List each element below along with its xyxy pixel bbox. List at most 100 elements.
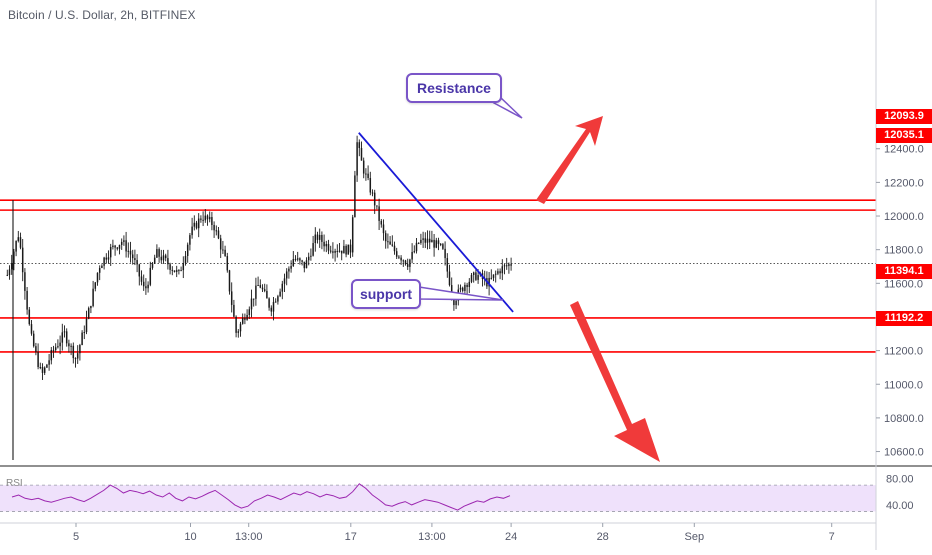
candle-body: [446, 258, 449, 272]
candle-body: [182, 263, 185, 271]
candle-body: [279, 291, 281, 297]
candle-body: [464, 284, 466, 291]
x-tick-label: 10: [184, 531, 196, 543]
candle-body: [303, 261, 306, 269]
candle-body: [340, 250, 343, 254]
candle-body: [72, 345, 75, 359]
candle-body: [217, 230, 220, 239]
candle-body: [96, 272, 99, 283]
candle-body: [248, 309, 251, 315]
candle-body: [114, 245, 116, 248]
candle-body: [120, 241, 123, 245]
candle-body: [497, 271, 499, 274]
candle-body: [193, 222, 196, 227]
x-tick-label: 13:00: [418, 531, 446, 543]
candle-body: [140, 276, 143, 282]
candle-body: [292, 259, 295, 266]
candle-body: [376, 205, 378, 207]
candle-body: [327, 243, 330, 251]
candle-body: [351, 217, 354, 253]
candle-body: [354, 175, 356, 218]
candle-body: [138, 264, 141, 277]
candle-body: [151, 263, 154, 268]
candle-body: [360, 148, 363, 161]
candle-body: [107, 257, 110, 260]
candle-body: [420, 239, 422, 243]
candle-body: [197, 218, 200, 229]
candle-body: [48, 360, 50, 365]
candle-body: [26, 290, 28, 310]
candle-body: [358, 142, 361, 149]
candle-body: [442, 244, 444, 249]
candle-body: [459, 287, 462, 290]
candle-body: [252, 298, 255, 300]
x-tick-label: 17: [345, 531, 357, 543]
candle-body: [439, 243, 442, 245]
candle-body: [59, 342, 61, 347]
candle-body: [158, 249, 160, 257]
candle-body: [494, 273, 497, 275]
candle-body: [362, 160, 365, 174]
x-tick-label: 13:00: [235, 531, 263, 543]
candle-body: [334, 250, 336, 253]
candle-body: [116, 247, 119, 249]
candle-body: [395, 251, 398, 257]
candle-body: [125, 240, 127, 252]
candle-body: [263, 289, 266, 291]
candle-body: [81, 332, 83, 346]
candle-body: [266, 290, 268, 299]
candle-body: [85, 318, 88, 333]
candle-body: [448, 271, 451, 286]
candle-body: [411, 251, 413, 260]
candle-body: [24, 272, 26, 291]
candle-body: [162, 255, 165, 261]
candle-body: [384, 233, 387, 242]
candle-body: [312, 243, 314, 256]
rsi-line: [11, 483, 511, 511]
candle-body: [32, 333, 35, 347]
support-callout[interactable]: support: [351, 279, 421, 309]
candle-body: [153, 257, 156, 264]
candle-body: [175, 270, 178, 272]
candle-body: [142, 281, 145, 287]
up-arrow: [536, 116, 603, 204]
candle-body: [208, 217, 211, 220]
x-tick-label: 24: [505, 531, 517, 543]
candle-body: [301, 260, 303, 262]
candle-body: [237, 331, 240, 333]
candle-body: [224, 249, 226, 257]
candle-body: [501, 266, 504, 274]
x-tick-label: Sep: [685, 531, 705, 543]
candle-body: [417, 242, 420, 244]
candle-body: [274, 301, 277, 303]
candle-body: [92, 288, 94, 306]
candle-body: [310, 255, 312, 257]
candle-body: [171, 269, 174, 271]
candle-body: [206, 215, 209, 220]
candle-body: [204, 215, 207, 221]
candle-body: [39, 367, 42, 369]
candle-body: [349, 244, 352, 253]
resistance-callout[interactable]: Resistance: [406, 73, 502, 103]
y-tick-label: 11600.0: [884, 278, 923, 290]
candle-body: [470, 274, 473, 282]
candle-body: [316, 234, 319, 240]
candle-body: [74, 358, 77, 360]
price-tag: 12035.1: [876, 128, 932, 143]
candle-body: [450, 285, 453, 295]
candle-body: [261, 287, 264, 290]
candle-body: [222, 249, 224, 251]
y-tick-label: 10600.0: [884, 447, 924, 459]
candle-body: [268, 298, 270, 308]
price-tag: 11192.2: [876, 311, 932, 326]
candle-body: [380, 220, 383, 225]
candle-body: [228, 270, 231, 292]
candle-body: [338, 250, 341, 252]
candle-body: [404, 260, 407, 265]
rsi-tick-label: 80.00: [886, 474, 914, 486]
candle-body: [373, 192, 376, 206]
candle-body: [314, 234, 317, 244]
candle-body: [437, 240, 440, 244]
candle-body: [283, 278, 286, 284]
